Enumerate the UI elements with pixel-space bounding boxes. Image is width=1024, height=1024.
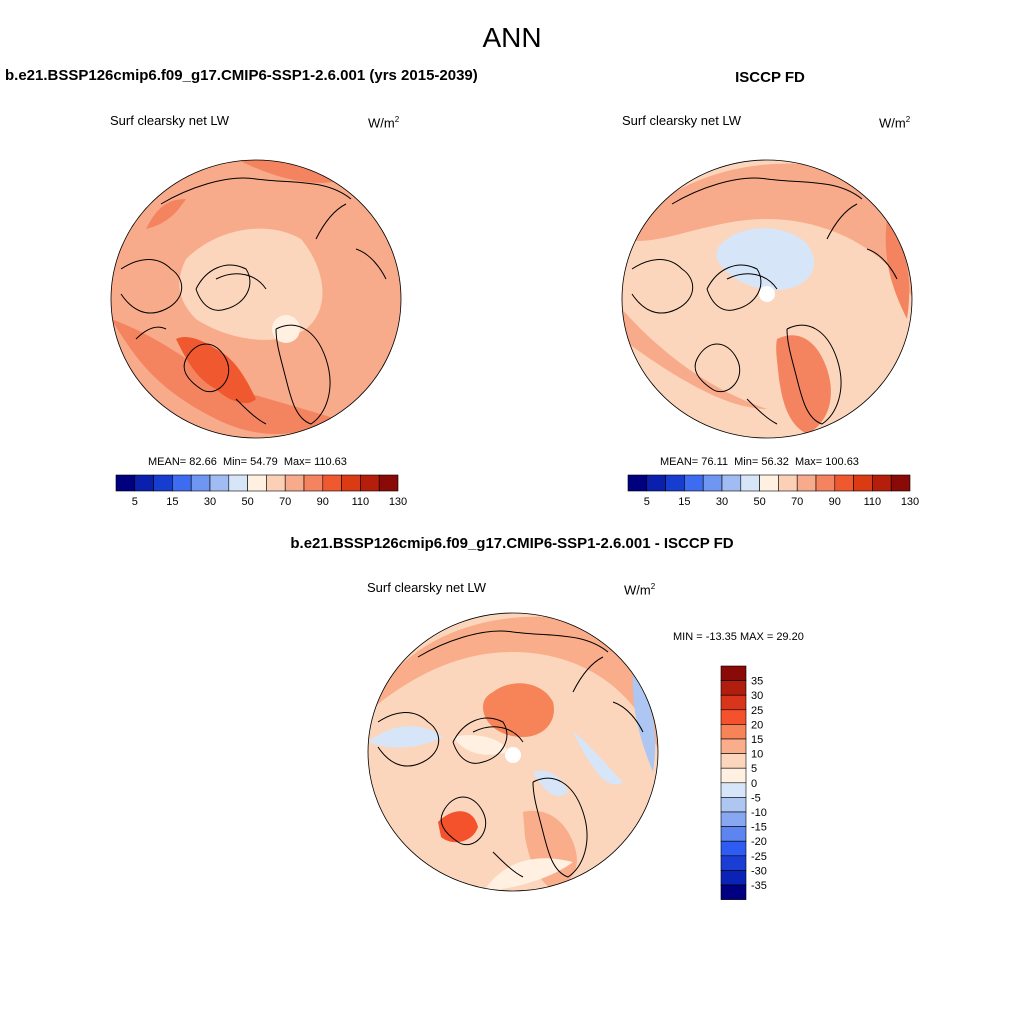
colorbar-tick-label: -25 xyxy=(751,851,767,863)
panel-3-title: b.e21.BSSP126cmip6.f09_g17.CMIP6-SSP1-2.… xyxy=(290,535,734,552)
colorbar-swatch xyxy=(720,782,747,798)
colorbar-swatch xyxy=(834,474,854,492)
colorbar-tick-label: -30 xyxy=(751,865,767,877)
colorbar-tick-label: 5 xyxy=(132,496,138,508)
colorbar-tick-label: 15 xyxy=(166,496,178,508)
colorbar-swatch xyxy=(720,811,747,827)
colorbar-tick-label: 90 xyxy=(829,496,841,508)
colorbar-swatch xyxy=(228,474,248,492)
panel-2-title: ISCCP FD xyxy=(735,69,805,86)
colorbar-swatch xyxy=(190,474,211,492)
colorbar-difference: 35 30 25 20 15 10 5 0 -5 -10 -15 -20 -25 -30 -35 xyxy=(720,665,767,900)
colorbar-swatch xyxy=(284,474,305,492)
panel-3-stats: MIN = -13.35 MAX = 29.20 xyxy=(673,631,804,643)
colorbar-swatch xyxy=(853,474,873,492)
colorbar-tick-label: 50 xyxy=(753,496,765,508)
colorbar-tick-label: 90 xyxy=(317,496,329,508)
colorbar-tick-label: -20 xyxy=(751,836,767,848)
colorbar-swatch xyxy=(115,474,136,492)
colorbar-swatch xyxy=(890,474,911,492)
colorbar-swatch xyxy=(720,797,747,813)
colorbar-swatch xyxy=(740,474,760,492)
colorbar-tick-label: -10 xyxy=(751,807,767,819)
colorbar-tick-label: 25 xyxy=(751,705,763,717)
colorbar-tick-label: 15 xyxy=(751,734,763,746)
colorbar-swatch xyxy=(627,474,648,492)
map-difference xyxy=(367,612,659,892)
panel-1-variable-label: Surf clearsky net LW xyxy=(110,113,229,128)
colorbar-swatch xyxy=(209,474,230,492)
colorbar-tick-label: 30 xyxy=(751,690,763,702)
panel-2-units: W/m2 xyxy=(879,115,911,131)
colorbar-tick-label: 30 xyxy=(204,496,216,508)
panel-1-stats: MEAN= 82.66 Min= 54.79 Max= 110.63 xyxy=(148,456,347,468)
colorbar-swatch xyxy=(153,474,173,492)
colorbar-swatch xyxy=(720,665,747,681)
colorbar-swatch xyxy=(266,474,286,492)
panel-1-units: W/m2 xyxy=(368,115,400,131)
colorbar-tick-label: 30 xyxy=(716,496,728,508)
colorbar-tick-label: 50 xyxy=(241,496,253,508)
colorbar-swatch xyxy=(721,474,742,492)
colorbar-tick-label: 10 xyxy=(751,749,763,761)
colorbar-swatch xyxy=(720,870,747,886)
colorbar-swatch xyxy=(720,680,747,696)
colorbar-swatch xyxy=(134,474,154,492)
colorbar-swatch xyxy=(646,474,666,492)
panel-2-variable-label: Surf clearsky net LW xyxy=(622,113,741,128)
colorbar-tick-label: 110 xyxy=(352,496,370,508)
panel-2-stats: MEAN= 76.11 Min= 56.32 Max= 100.63 xyxy=(660,456,859,468)
colorbar-swatch xyxy=(378,474,399,492)
colorbar-swatch xyxy=(720,767,747,784)
colorbar-tick-label: 20 xyxy=(751,719,763,731)
colorbar-tick-label: 130 xyxy=(901,496,919,508)
colorbar-tick-label: -15 xyxy=(751,822,767,834)
colorbar-swatch xyxy=(303,474,324,492)
colorbar-swatch xyxy=(684,474,704,492)
colorbar-tick-label: -5 xyxy=(751,792,761,804)
panel-3-variable-label: Surf clearsky net LW xyxy=(367,580,486,595)
colorbar-swatch xyxy=(720,709,747,725)
colorbar-swatch xyxy=(720,826,747,842)
colorbar-swatch xyxy=(322,474,342,492)
colorbar-tick-label: 130 xyxy=(389,496,407,508)
colorbar-swatch xyxy=(796,474,817,492)
colorbar-tick-label: 5 xyxy=(644,496,650,508)
colorbar-swatch xyxy=(720,724,747,740)
colorbar-tick-label: 5 xyxy=(751,763,757,775)
colorbar-swatch xyxy=(247,474,267,492)
colorbar-swatch xyxy=(702,474,723,492)
map-model xyxy=(110,159,402,439)
colorbar-swatch xyxy=(341,474,361,492)
colorbar-tick-label: 70 xyxy=(791,496,803,508)
colorbar-swatch xyxy=(720,884,747,900)
colorbar-swatch xyxy=(720,855,747,871)
colorbar-tick-label: -35 xyxy=(751,880,767,892)
panel-1-title: b.e21.BSSP126cmip6.f09_g17.CMIP6-SSP1-2.… xyxy=(5,67,478,84)
colorbar-swatch xyxy=(665,474,685,492)
colorbar-tick-label: 15 xyxy=(678,496,690,508)
colorbar-swatch xyxy=(720,753,747,769)
main-title: ANN xyxy=(482,22,542,53)
colorbar-tick-label: 0 xyxy=(751,778,757,790)
colorbar-isccp: 5 15 30 50 70 90 110 130 xyxy=(627,474,919,508)
panel-3-units: W/m2 xyxy=(624,582,656,598)
colorbar-model: 5 15 30 50 70 90 110 130 xyxy=(115,474,407,508)
colorbar-swatch xyxy=(172,474,192,492)
colorbar-tick-label: 110 xyxy=(864,496,882,508)
colorbar-swatch xyxy=(720,738,747,754)
colorbar-swatch xyxy=(360,474,380,492)
colorbar-swatch xyxy=(815,474,836,492)
colorbar-swatch xyxy=(720,840,747,857)
colorbar-tick-label: 70 xyxy=(279,496,291,508)
colorbar-tick-label: 35 xyxy=(751,676,763,688)
map-isccp xyxy=(621,159,913,439)
colorbar-swatch xyxy=(720,694,747,711)
colorbar-swatch xyxy=(759,474,779,492)
colorbar-swatch xyxy=(778,474,798,492)
colorbar-swatch xyxy=(872,474,892,492)
